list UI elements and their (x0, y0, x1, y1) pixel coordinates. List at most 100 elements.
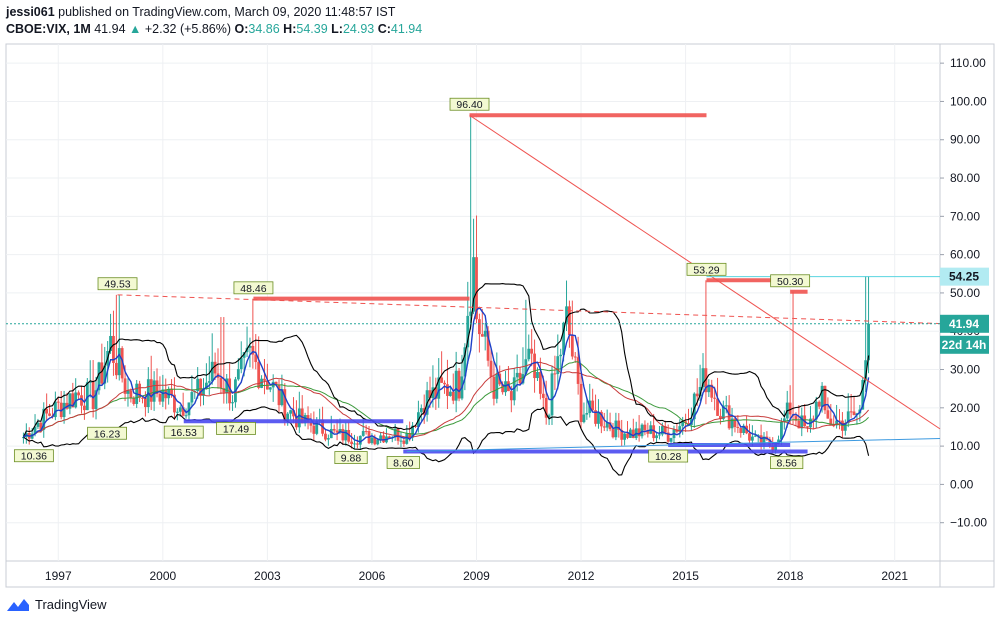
candle-body (97, 362, 101, 391)
x-tick-label: 2012 (568, 569, 595, 583)
candle-body (251, 345, 255, 355)
candle-body (713, 397, 717, 399)
candle-body (864, 360, 868, 381)
candle-body (33, 426, 37, 434)
candle-body (565, 306, 568, 323)
candle-body (283, 389, 287, 422)
candle-body (547, 415, 551, 418)
candle-body (846, 411, 850, 424)
candle-body (48, 413, 51, 416)
candle-body (771, 445, 775, 450)
candle-body (660, 426, 664, 435)
candle-body (83, 405, 86, 411)
candle-body (370, 437, 374, 444)
candle-body (361, 431, 365, 436)
candle-body (640, 424, 644, 437)
annotation-box (97, 277, 138, 291)
low-value: 24.93 (342, 22, 375, 36)
candle-body (591, 400, 595, 411)
candle-body (843, 423, 847, 431)
candle-body (382, 435, 385, 443)
candle-body (364, 431, 368, 433)
candle-body (608, 422, 612, 430)
annotation-box (770, 456, 804, 470)
candle-body (666, 432, 670, 442)
candle-body (309, 422, 313, 426)
candle-body (852, 411, 856, 416)
bollinger-upper (22, 283, 870, 438)
tradingview-logo-icon[interactable] (6, 598, 30, 612)
candle-body (811, 418, 815, 420)
candle-body (576, 357, 580, 384)
candle-body (617, 420, 621, 430)
y-tick-label: 100.00 (950, 94, 987, 108)
candle-body (559, 354, 563, 357)
annotation-box (686, 262, 727, 276)
ma-red-line (23, 361, 869, 438)
candle-body (599, 411, 603, 427)
annotation-box (233, 281, 274, 295)
symbol-label[interactable]: CBOE:VIX, 1M (6, 22, 91, 36)
candle-body (65, 402, 69, 409)
candle-body (94, 390, 98, 410)
candle-body (681, 421, 685, 427)
price-label-box (940, 335, 989, 354)
annotation-box (770, 274, 811, 288)
candle-body (350, 441, 354, 445)
candle-body (553, 373, 557, 375)
candle-body (164, 389, 168, 399)
candle-body (658, 434, 661, 436)
candle-body (707, 384, 711, 393)
annotation-10.36: 10.36 (13, 449, 54, 463)
y-tick-label: 90.00 (950, 133, 980, 147)
candle-body (585, 413, 589, 415)
y-tick-label: 110.00 (950, 56, 986, 70)
publisher-name[interactable]: jessi061 (6, 5, 55, 19)
x-tick-label: 2021 (881, 569, 908, 583)
candle-body (814, 401, 818, 420)
candle-body (826, 410, 830, 419)
x-tick-label: 2009 (463, 569, 490, 583)
candle-body (204, 382, 208, 389)
candle-body (684, 421, 687, 423)
candle-body (602, 426, 606, 428)
candle-body (210, 361, 214, 382)
candle-body (167, 389, 171, 399)
y-tick-label: 10.00 (950, 439, 980, 453)
candle-body (260, 378, 263, 388)
candle-body (524, 359, 528, 375)
x-tick-label: 2006 (359, 569, 386, 583)
candle-body (431, 387, 435, 399)
y-tick-label: 0.00 (950, 477, 974, 491)
price-label-text: 22d 14h (942, 338, 987, 352)
candle-body (117, 348, 121, 376)
brand-name[interactable]: TradingView (35, 597, 107, 612)
candle-body (472, 257, 475, 312)
annotation-text: 50.30 (777, 276, 803, 288)
candle-body (71, 393, 75, 408)
candle-body (56, 401, 60, 403)
annotation-9.88: 9.88 (334, 451, 368, 465)
price-change: +2.32 (+5.86%) (144, 22, 232, 36)
candle-body (207, 381, 211, 383)
candle-body (239, 357, 243, 370)
candle-body (190, 392, 194, 403)
candle-body (736, 427, 740, 429)
price-label-text: 41.94 (949, 317, 979, 331)
candle-body (652, 425, 656, 439)
candle-body (39, 422, 43, 430)
candle-body (387, 436, 391, 439)
candle-body (655, 435, 658, 439)
candle-body (126, 390, 130, 394)
candle-body (817, 401, 821, 407)
annotation-16.23: 16.23 (87, 426, 127, 440)
annotation-50.30: 50.30 (770, 274, 811, 288)
annotation-box (87, 426, 127, 440)
candle-body (579, 383, 583, 423)
candle-body (698, 387, 702, 397)
candle-body (353, 443, 356, 445)
annotation-box (13, 449, 54, 463)
annotation-text: 10.36 (21, 451, 47, 463)
candle-body (85, 382, 89, 411)
